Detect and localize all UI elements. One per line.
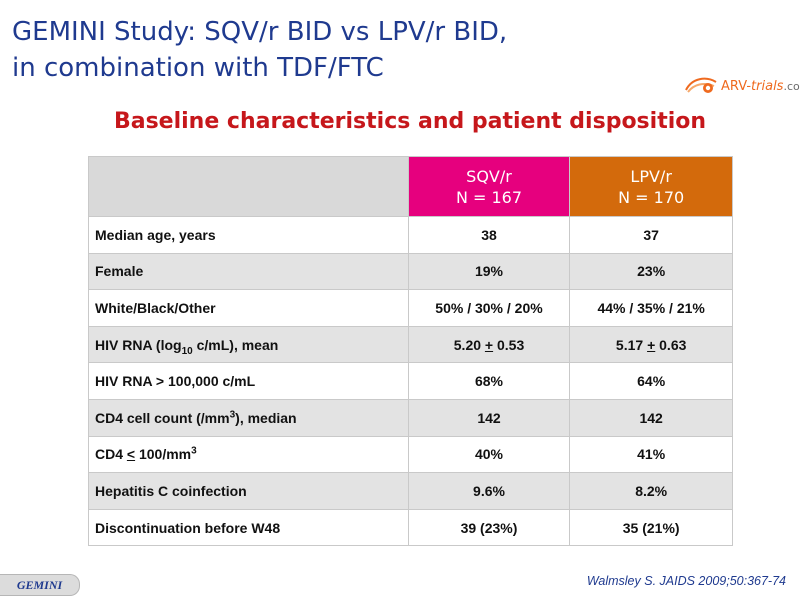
table-header-empty-cell [88,156,409,217]
slide-subtitle: Baseline characteristics and patient dis… [113,109,707,134]
column-header-lpv-n: N = 170 [618,187,685,207]
lpv-value: 23% [569,252,733,291]
sqv-value: 9.6% [407,472,571,510]
table-row: Discontinuation before W48 39 (23%) 35 (… [88,508,733,547]
sqv-value: 38 [407,216,571,254]
table-row: White/Black/Other 50% / 30% / 20% 44% / … [88,289,733,327]
table-row: Hepatitis C coinfection 9.6% 8.2% [88,472,733,510]
table-row: HIV RNA (log10 c/mL), mean 5.20 + 0.53 5… [88,325,733,364]
lpv-value: 35 (21%) [569,508,733,547]
plus-minus-symbol: + [484,336,494,353]
baseline-characteristics-table: SQV/r N = 167 LPV/r N = 170 Median age, … [88,156,733,547]
row-label: White/Black/Other [88,289,409,327]
column-header-lpv-arm: LPV/r [630,166,672,186]
lpv-value: 5.17 + 0.63 [569,325,733,364]
row-label: Discontinuation before W48 [88,508,409,547]
row-label: CD4 cell count (/mm3), median [88,398,409,437]
plus-minus-symbol: + [647,336,656,353]
column-header-lpv: LPV/r N = 170 [569,156,733,217]
row-label: HIV RNA > 100,000 c/mL [88,362,409,400]
table-row: CD4 cell count (/mm3), median 142 142 [88,398,733,437]
lpv-value: 44% / 35% / 21% [569,289,733,327]
sqv-value: 19% [407,252,571,291]
slide-title-line1: GEMINI Study: SQV/r BID vs LPV/r BID, [12,17,508,47]
arv-trials-logo-icon [684,76,718,96]
table-row: HIV RNA > 100,000 c/mL 68% 64% [88,362,733,400]
sqv-value: 142 [407,398,571,437]
row-label: CD4 < 100/mm3 [88,435,409,474]
arv-trials-logo: ARV-trials.com [684,76,800,96]
row-label: Female [88,252,409,291]
table-row: CD4 < 100/mm3 40% 41% [88,435,733,474]
lpv-value: 8.2% [569,472,733,510]
citation: Walmsley S. JAIDS 2009;50:367-74 [586,574,786,588]
sqv-value: 39 (23%) [407,508,571,547]
row-label: Median age, years [88,216,409,254]
lpv-value: 142 [569,398,733,437]
column-header-sqv-n: N = 167 [455,187,523,207]
arv-trials-logo-text: ARV-trials.com [721,78,800,94]
lpv-value: 64% [569,362,733,400]
table-header-row: SQV/r N = 167 LPV/r N = 170 [88,156,733,217]
sqv-value: 5.20 + 0.53 [407,325,571,364]
slide-title: GEMINI Study: SQV/r BID vs LPV/r BID, in… [12,14,507,86]
sqv-value: 40% [407,435,571,474]
lpv-value: 37 [569,216,733,254]
row-label: HIV RNA (log10 c/mL), mean [88,325,409,364]
study-tag: GEMINI [0,574,80,596]
column-header-sqv-arm: SQV/r [466,166,512,186]
row-label: Hepatitis C coinfection [88,472,409,510]
lpv-value: 41% [569,435,733,474]
slide-title-line2: in combination with TDF/FTC [12,53,384,83]
column-header-sqv: SQV/r N = 167 [407,156,571,217]
sqv-value: 68% [407,362,571,400]
sqv-value: 50% / 30% / 20% [407,289,571,327]
table-row: Female 19% 23% [88,252,733,291]
table-row: Median age, years 38 37 [88,216,733,254]
